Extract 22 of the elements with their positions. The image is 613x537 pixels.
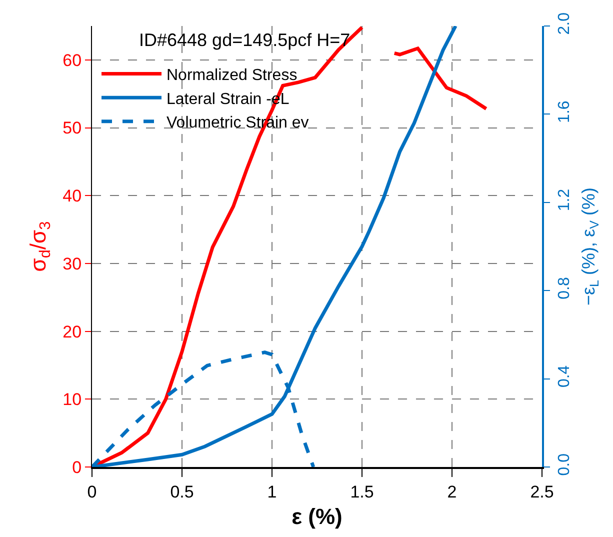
legend-label: Normalized Stress	[166, 67, 298, 84]
y-tick-label: 50	[62, 118, 82, 138]
x-tick-label: 0.5	[170, 482, 194, 502]
chart-title: ID#6448 gd=149.5pcf H=7	[139, 30, 350, 50]
y2-tick-label: 2.0	[556, 12, 573, 35]
y-tick-label: 0	[72, 458, 82, 477]
x-tick-label: 1	[267, 482, 277, 502]
x-tick-label: 1.5	[350, 482, 374, 502]
y2-tick-label: 1.6	[556, 100, 573, 123]
x-tick-label: 0	[87, 482, 97, 502]
x-axis-title: ε (%)	[292, 504, 342, 529]
y2-tick-label: 0.8	[556, 276, 573, 300]
y2-tick-label: 1.2	[556, 188, 573, 212]
y-tick-label: 30	[62, 254, 82, 274]
y-tick-label: 60	[62, 50, 82, 70]
y2-tick-label: 0.0	[556, 453, 573, 476]
x-tick-label: 2.5	[530, 482, 554, 502]
x-tick-label: 2	[447, 482, 457, 502]
y2-tick-label: 0.4	[556, 365, 573, 388]
y-tick-label: 40	[62, 186, 82, 206]
y-tick-label: 20	[62, 322, 82, 342]
y-tick-label: 10	[62, 390, 82, 410]
